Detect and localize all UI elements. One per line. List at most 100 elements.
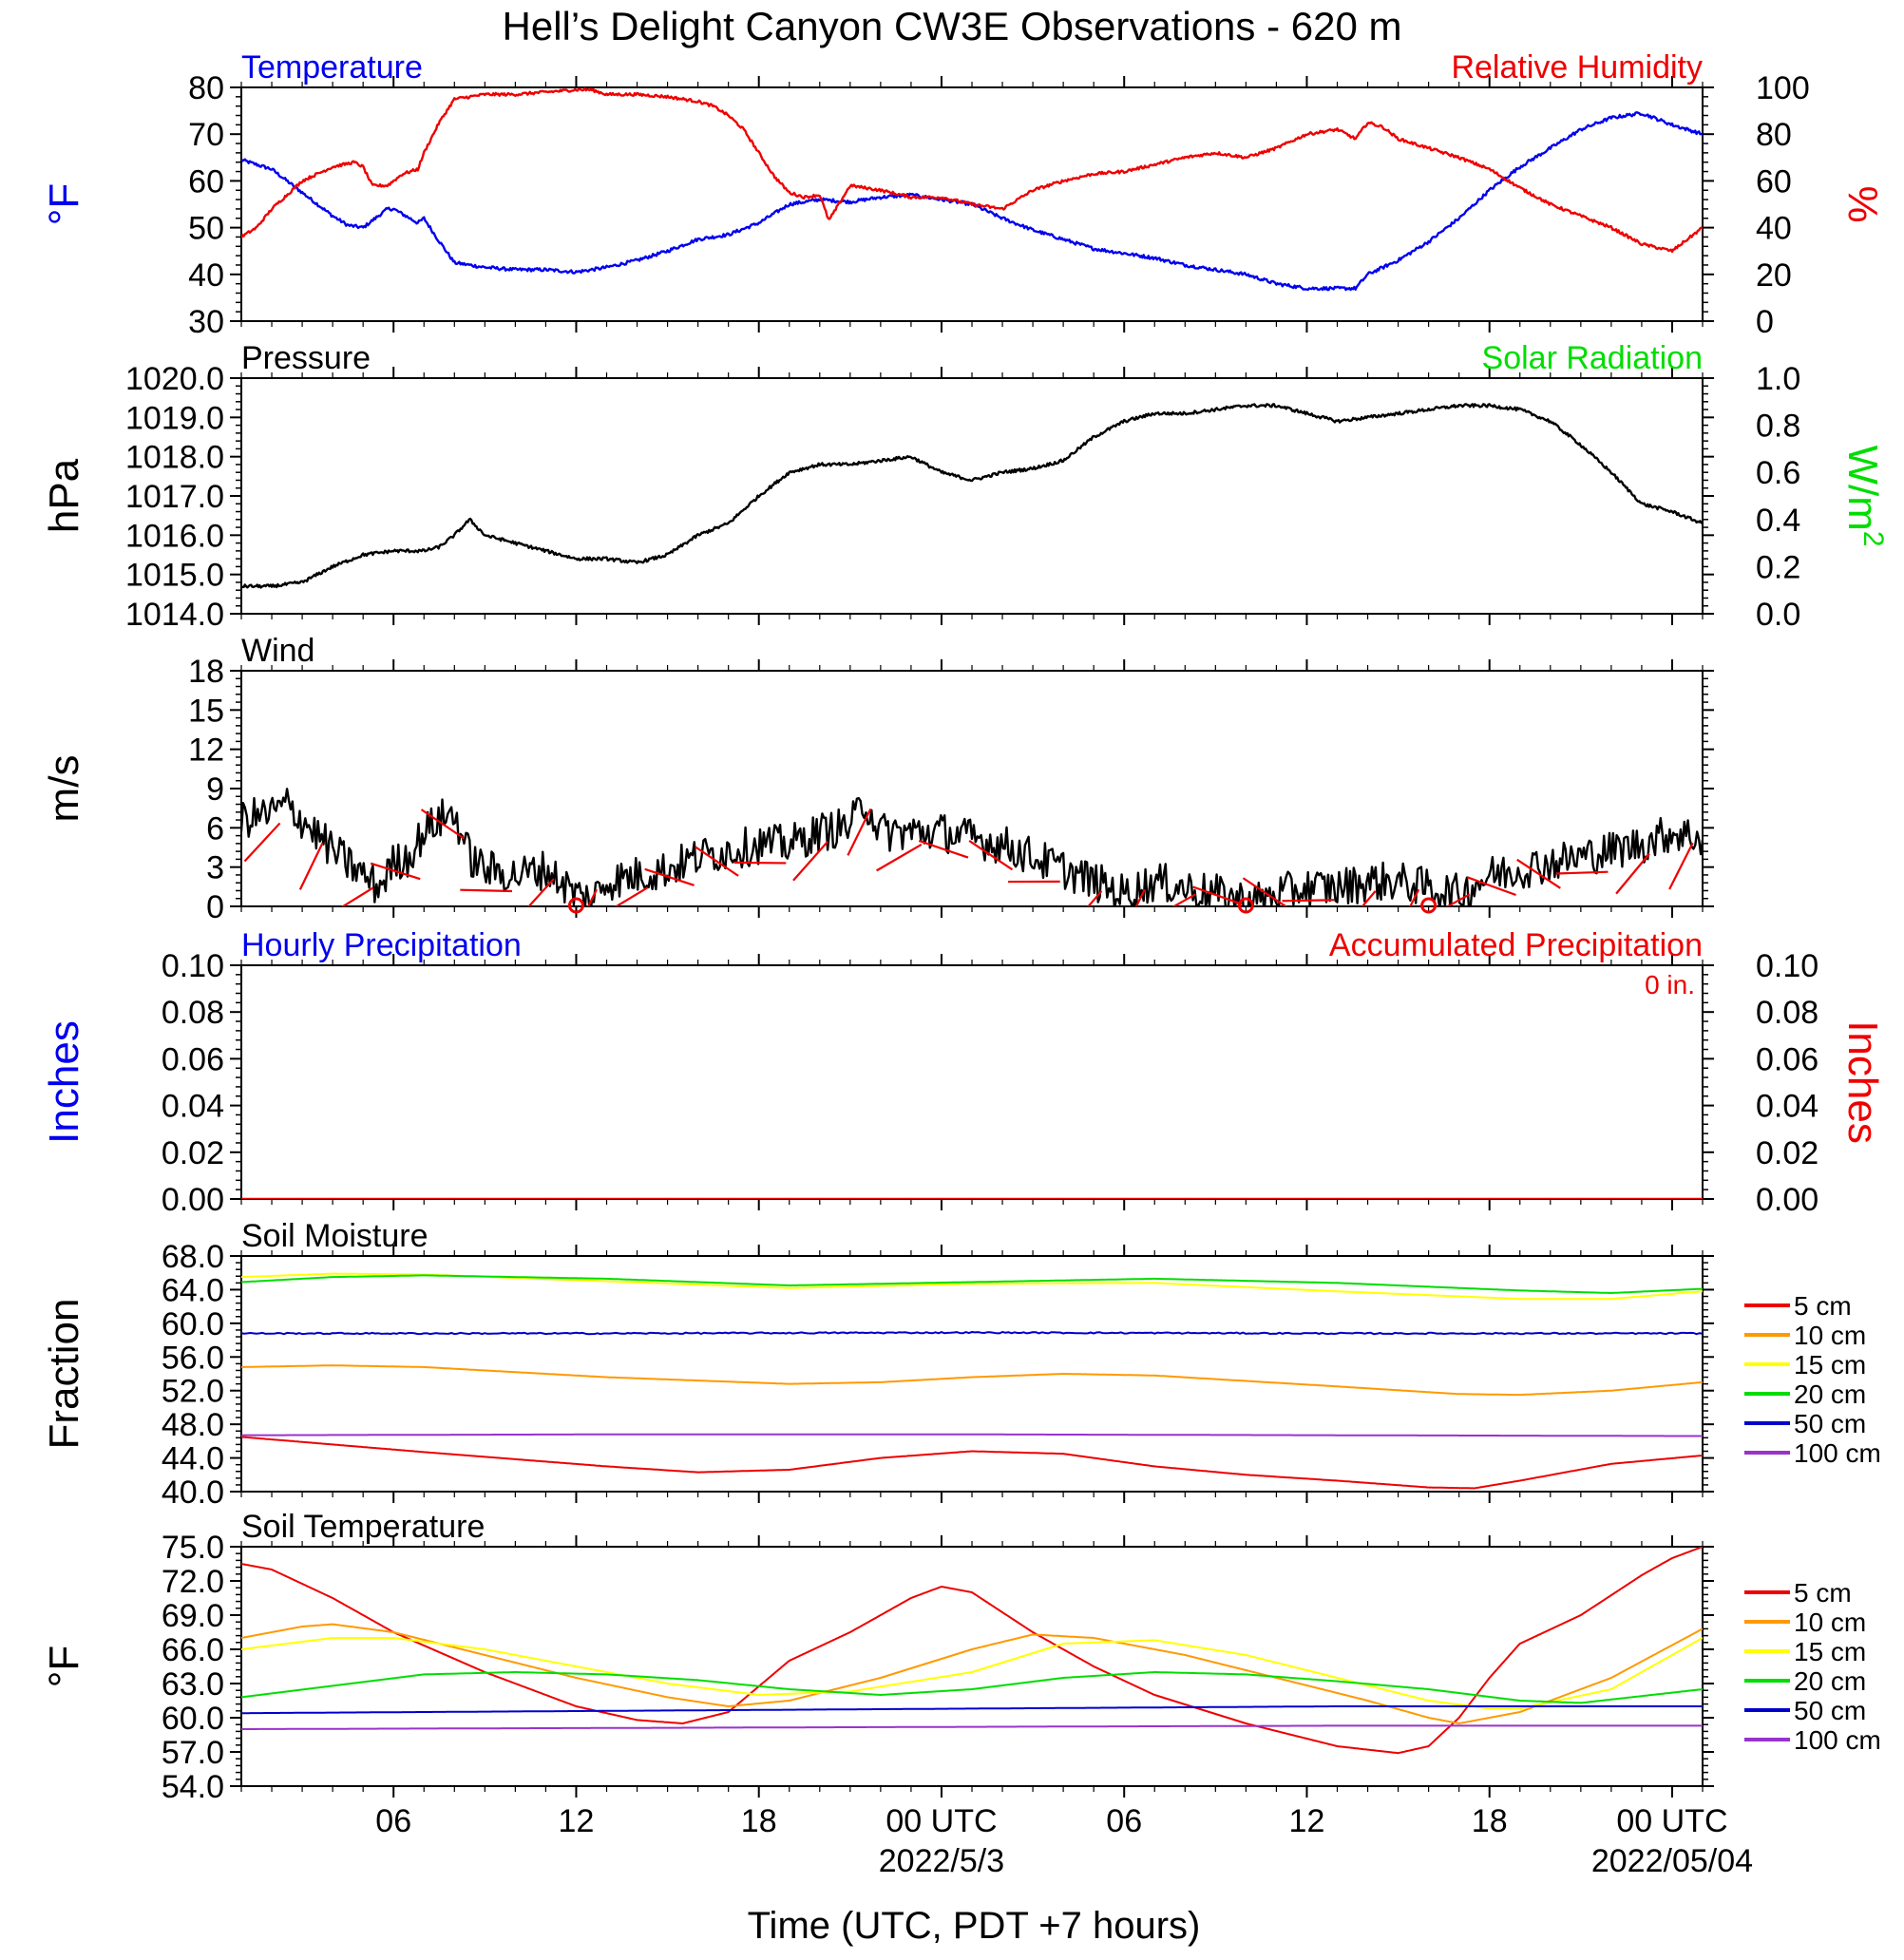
y-tick-label-left: 60 xyxy=(188,163,224,200)
time-axis-title: Time (UTC, PDT +7 hours) xyxy=(748,1905,1201,1947)
y-tick-label-right: 0.2 xyxy=(1756,549,1800,585)
y-axis-title-left: hPa xyxy=(41,458,87,533)
x-tick-label: 12 xyxy=(1289,1803,1325,1839)
legend-label: 100 cm xyxy=(1794,1725,1881,1755)
y-tick-label-left: 1015.0 xyxy=(125,558,224,594)
panel-title-right: Accumulated Precipitation xyxy=(1329,927,1703,963)
y-tick-label-left: 12 xyxy=(188,733,224,769)
wind-barb xyxy=(1669,843,1693,889)
legend-label: 50 cm xyxy=(1794,1409,1866,1438)
y-tick-label-right: 0.04 xyxy=(1756,1089,1818,1125)
legend-label: 5 cm xyxy=(1794,1291,1852,1321)
y-tick-label-left: 9 xyxy=(206,771,224,808)
wind-barb xyxy=(734,863,787,864)
y-axis-title-left: Fraction xyxy=(41,1299,87,1450)
y-tick-label-left: 72.0 xyxy=(162,1564,224,1600)
y-axis-title-right: % xyxy=(1839,185,1886,222)
legend-label: 5 cm xyxy=(1794,1578,1852,1608)
y-tick-label-left: 1017.0 xyxy=(125,479,224,515)
series-group xyxy=(241,789,1703,936)
series-line-relative-humidity xyxy=(241,88,1703,252)
y-tick-label-left: 15 xyxy=(188,693,224,729)
legend-label: 15 cm xyxy=(1794,1350,1866,1380)
series-line-5-cm xyxy=(241,1437,1703,1488)
legend-label: 15 cm xyxy=(1794,1637,1866,1666)
y-tick-label-right: 0.10 xyxy=(1756,948,1818,984)
wind-barb xyxy=(300,843,323,889)
plot-frame xyxy=(241,1547,1703,1786)
panel-title-left: Wind xyxy=(241,633,314,669)
y-tick-label-left: 66.0 xyxy=(162,1632,224,1668)
x-tick-label: 18 xyxy=(1472,1803,1508,1839)
panel-title-left: Soil Temperature xyxy=(241,1509,485,1545)
precip-total-annotation: 0 in. xyxy=(1645,970,1695,999)
y-tick-label-left: 18 xyxy=(188,654,224,690)
plot-frame xyxy=(241,671,1703,906)
y-tick-label-left: 50 xyxy=(188,211,224,247)
y-tick-label-left: 1014.0 xyxy=(125,597,224,633)
y-tick-label-right: 0.8 xyxy=(1756,409,1800,445)
y-tick-label-right: 0.6 xyxy=(1756,455,1800,491)
y-tick-label-left: 1018.0 xyxy=(125,440,224,476)
series-line-10-cm xyxy=(241,1365,1703,1395)
y-tick-label-right: 0.06 xyxy=(1756,1041,1818,1077)
panel-title-left: Hourly Precipitation xyxy=(241,927,522,963)
y-axis-title-right-superscript: 2 xyxy=(1858,531,1890,547)
y-tick-label-right: 20 xyxy=(1756,257,1792,294)
y-tick-label-left: 75.0 xyxy=(162,1530,224,1566)
series-line-20-cm xyxy=(241,1672,1703,1703)
wind-barb xyxy=(1068,891,1102,930)
y-tick-label-left: 40.0 xyxy=(162,1475,224,1511)
wind-barb xyxy=(1122,889,1145,936)
panel-title-left: Pressure xyxy=(241,340,371,376)
y-tick-label-left: 52.0 xyxy=(162,1374,224,1410)
figure-title: Hell’s Delight Canyon CW3E Observations … xyxy=(503,4,1402,48)
legend-label: 100 cm xyxy=(1794,1438,1881,1468)
wind-barb xyxy=(329,887,372,915)
y-tick-label-right: 0.08 xyxy=(1756,995,1818,1031)
y-tick-label-left: 0.04 xyxy=(162,1089,224,1125)
legend-label: 10 cm xyxy=(1794,1321,1866,1350)
y-tick-label-left: 6 xyxy=(206,810,224,847)
panel-title-right: Relative Humidity xyxy=(1451,49,1703,86)
panel-pressure-solar: 1020.01019.01018.01017.01016.01015.01014… xyxy=(41,340,1890,633)
panel-title-left: Temperature xyxy=(241,49,423,86)
legend-label: 20 cm xyxy=(1794,1380,1866,1409)
y-tick-label-left: 54.0 xyxy=(162,1769,224,1805)
wind-barb xyxy=(877,845,922,870)
y-tick-label-right: 1.0 xyxy=(1756,361,1800,397)
panel-precipitation: 0.100.080.060.040.020.000.100.080.060.04… xyxy=(41,927,1886,1218)
y-axis-title-right: Inches xyxy=(1839,1020,1886,1144)
y-tick-label-left: 60.0 xyxy=(162,1701,224,1737)
series-group xyxy=(241,404,1703,587)
series-group xyxy=(241,88,1703,290)
wind-barb xyxy=(460,890,512,891)
y-tick-label-left: 80 xyxy=(188,70,224,106)
panel-title-left: Soil Moisture xyxy=(241,1218,428,1254)
y-tick-label-left: 68.0 xyxy=(162,1239,224,1275)
y-tick-label-left: 0.10 xyxy=(162,948,224,984)
y-tick-label-left: 40 xyxy=(188,257,224,294)
y-tick-label-left: 0.06 xyxy=(162,1041,224,1077)
wind-barb xyxy=(1282,900,1334,901)
legend-label: 20 cm xyxy=(1794,1666,1866,1696)
series-line-temperature xyxy=(241,112,1703,290)
y-tick-label-right: 60 xyxy=(1756,163,1792,200)
series-line-100-cm xyxy=(241,1725,1703,1729)
legend-label: 50 cm xyxy=(1794,1696,1866,1725)
y-tick-label-left: 0 xyxy=(206,889,224,925)
x-tick-sublabel: 2022/05/04 xyxy=(1591,1843,1753,1879)
y-tick-label-left: 1016.0 xyxy=(125,518,224,554)
y-tick-label-right: 100 xyxy=(1756,70,1810,106)
x-tick-label: 06 xyxy=(1106,1803,1142,1839)
x-tick-label: 00 UTC xyxy=(1616,1803,1727,1839)
y-tick-label-left: 69.0 xyxy=(162,1598,224,1634)
legend-label: 10 cm xyxy=(1794,1608,1866,1637)
y-tick-label-left: 1019.0 xyxy=(125,400,224,436)
